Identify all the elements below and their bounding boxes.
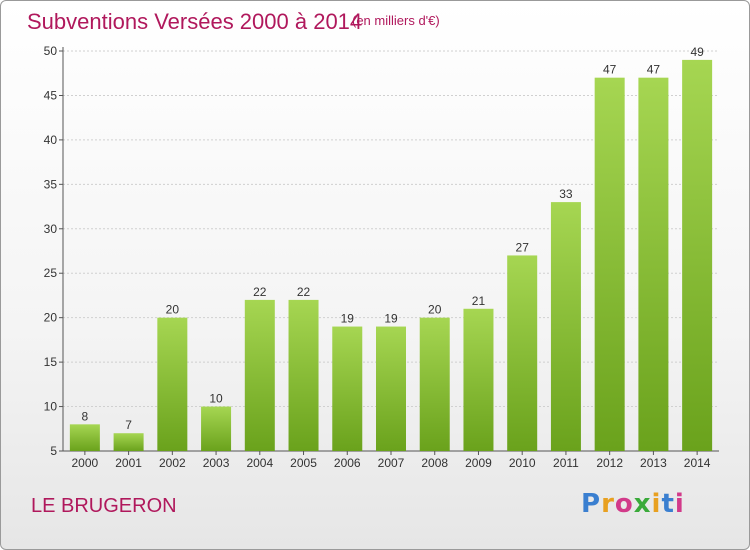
logo-letter: i bbox=[651, 489, 662, 519]
data-label: 20 bbox=[166, 303, 180, 317]
y-tick-label: 20 bbox=[44, 311, 58, 325]
data-label: 49 bbox=[690, 45, 704, 59]
x-tick-label: 2011 bbox=[553, 456, 579, 470]
x-tick-label: 2001 bbox=[115, 456, 142, 470]
chart-title: Subventions Versées 2000 à 2014 bbox=[27, 9, 363, 34]
y-tick-label: 10 bbox=[44, 400, 58, 414]
y-tick-label: 50 bbox=[44, 44, 58, 58]
bar bbox=[201, 406, 232, 451]
data-label: 10 bbox=[209, 392, 223, 406]
bar bbox=[463, 308, 494, 451]
data-label: 19 bbox=[341, 312, 355, 326]
bar bbox=[419, 317, 450, 451]
x-tick-label: 2006 bbox=[334, 456, 361, 470]
y-tick-label: 35 bbox=[44, 177, 58, 191]
x-tick-label: 2002 bbox=[159, 456, 186, 470]
logo-letter: i bbox=[674, 489, 685, 519]
logo-letter: r bbox=[601, 489, 615, 519]
bar bbox=[638, 77, 669, 452]
x-tick-label: 2013 bbox=[640, 456, 667, 470]
x-tick-label: 2008 bbox=[421, 456, 448, 470]
bars bbox=[69, 59, 713, 452]
logo-letter: x bbox=[633, 489, 652, 519]
x-tick-label: 2014 bbox=[684, 456, 711, 470]
data-label: 7 bbox=[125, 418, 132, 432]
bar bbox=[594, 77, 625, 452]
data-label: 19 bbox=[384, 312, 398, 326]
data-label: 8 bbox=[82, 409, 89, 423]
x-tick-label: 2004 bbox=[246, 456, 273, 470]
x-tick-label: 2005 bbox=[290, 456, 317, 470]
x-tick-label: 2012 bbox=[596, 456, 623, 470]
bar bbox=[682, 59, 713, 452]
y-tick-label: 5 bbox=[50, 444, 57, 458]
x-tick-label: 2010 bbox=[509, 456, 536, 470]
data-label: 47 bbox=[603, 63, 617, 77]
bar bbox=[288, 299, 319, 451]
y-tick-label: 15 bbox=[44, 355, 58, 369]
bar bbox=[550, 202, 581, 451]
logo-letter: o bbox=[614, 489, 634, 519]
x-tick-label: 2007 bbox=[378, 456, 405, 470]
y-tick-label: 40 bbox=[44, 133, 58, 147]
data-label: 27 bbox=[516, 240, 530, 254]
bar bbox=[157, 317, 188, 451]
bar bbox=[376, 326, 406, 451]
labels: 5 10 15 20 25 30 35 40 45 50 2000 8 2001 7 2002 20 2003 1… bbox=[44, 44, 711, 470]
bar bbox=[244, 299, 275, 451]
y-tick-label: 25 bbox=[44, 266, 58, 280]
bar bbox=[332, 326, 363, 451]
bar bbox=[507, 255, 538, 451]
data-label: 21 bbox=[472, 294, 486, 308]
bar bbox=[69, 424, 100, 451]
x-tick-label: 2000 bbox=[72, 456, 99, 470]
y-tick-label: 45 bbox=[44, 88, 58, 102]
data-label: 22 bbox=[253, 285, 267, 299]
data-label: 47 bbox=[647, 63, 661, 77]
chart-subtitle: (en milliers d'€) bbox=[352, 13, 440, 28]
bar bbox=[113, 433, 144, 451]
data-label: 20 bbox=[428, 303, 442, 317]
data-label: 33 bbox=[559, 187, 573, 201]
data-label: 22 bbox=[297, 285, 311, 299]
logo-letter: t bbox=[661, 489, 675, 519]
proxiti-logo: Proxiti bbox=[581, 489, 685, 519]
y-tick-label: 30 bbox=[44, 222, 58, 236]
x-tick-label: 2009 bbox=[465, 456, 492, 470]
x-tick-label: 2003 bbox=[203, 456, 230, 470]
commune-name: LE BRUGERON bbox=[31, 495, 177, 517]
logo-letter: P bbox=[581, 489, 602, 519]
